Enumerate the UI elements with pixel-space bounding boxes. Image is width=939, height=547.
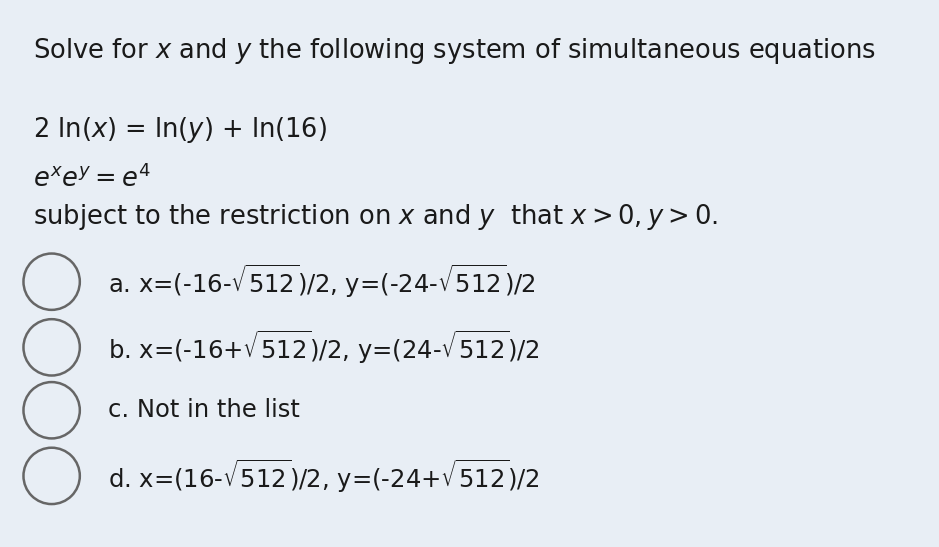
Text: c. Not in the list: c. Not in the list xyxy=(108,398,300,422)
Text: d. x=(16-$\sqrt{512}$)/2, y=(-24+$\sqrt{512}$)/2: d. x=(16-$\sqrt{512}$)/2, y=(-24+$\sqrt{… xyxy=(108,457,539,494)
Text: Solve for $x$ and $y$ the following system of simultaneous equations: Solve for $x$ and $y$ the following syst… xyxy=(33,36,876,66)
Text: a. x=(-16-$\sqrt{512}$)/2, y=(-24-$\sqrt{512}$)/2: a. x=(-16-$\sqrt{512}$)/2, y=(-24-$\sqrt… xyxy=(108,263,536,300)
Text: 2 ln($x$) = ln($y$) + ln(16): 2 ln($x$) = ln($y$) + ln(16) xyxy=(33,115,327,145)
Text: subject to the restriction on $x$ and $y$  that $x > 0, y > 0$.: subject to the restriction on $x$ and $y… xyxy=(33,202,717,232)
Text: $e^{x}e^{y} = e^{4}$: $e^{x}e^{y} = e^{4}$ xyxy=(33,164,151,193)
Text: b. x=(-16+$\sqrt{512}$)/2, y=(24-$\sqrt{512}$)/2: b. x=(-16+$\sqrt{512}$)/2, y=(24-$\sqrt{… xyxy=(108,329,539,366)
